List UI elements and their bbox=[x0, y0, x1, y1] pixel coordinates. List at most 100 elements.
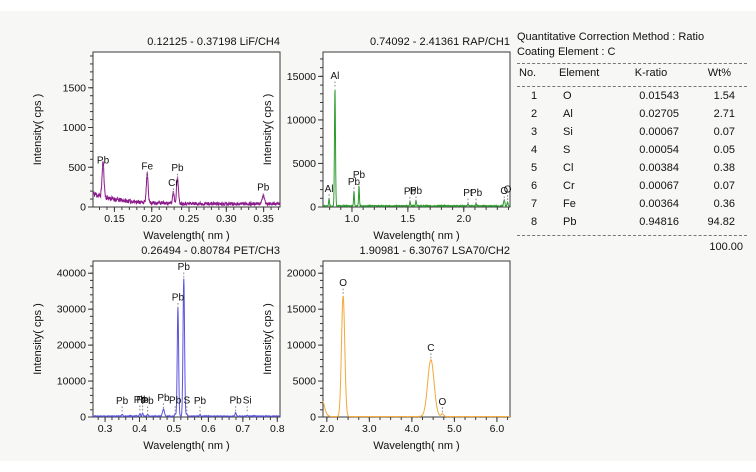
y-tick-label: 1500 bbox=[63, 82, 87, 94]
peak-label-pb: Pb bbox=[178, 262, 191, 273]
x-tick-label: 0.15 bbox=[104, 213, 125, 225]
table-cell: Fe bbox=[563, 198, 576, 210]
x-tick-label: 0.3 bbox=[98, 423, 113, 435]
table-cell: 1 bbox=[530, 90, 538, 102]
y-tick-label: 10000 bbox=[287, 114, 316, 126]
table-cell: Si bbox=[563, 126, 573, 138]
spectrum-curve bbox=[322, 295, 511, 418]
table-cell: Cr bbox=[563, 180, 575, 192]
chart-title: 0.12125 - 0.37198 LiF/CH4 bbox=[147, 36, 280, 48]
quant-table: Quantitative Correction Method : Ratio C… bbox=[517, 30, 747, 255]
peak-label-pb: Pb bbox=[353, 170, 366, 181]
peak-label-pt: Pt bbox=[463, 188, 473, 199]
peak-label-pb: Pb bbox=[137, 395, 150, 406]
chart-rap-ch1: 1.0 1.5 2.0 0 5000 10000 15000 0.74092 - 2.4136… bbox=[260, 28, 519, 245]
chart-title: 1.90981 - 6.30767 LSA70/CH2 bbox=[360, 245, 510, 257]
table-separator bbox=[517, 86, 747, 87]
y-tick-label: 1000 bbox=[63, 122, 87, 134]
chart-title: 0.26494 - 0.80784 PET/CH3 bbox=[141, 245, 280, 257]
peak-label-pb: Pb bbox=[404, 186, 417, 197]
table-cell: 94.82 bbox=[707, 216, 735, 228]
table-cell: S bbox=[563, 144, 571, 156]
coating-element-line: Coating Element : C bbox=[517, 46, 616, 58]
table-cell: 8 bbox=[530, 216, 538, 228]
table-cell: 1.54 bbox=[713, 90, 735, 102]
table-cell: 0.07 bbox=[713, 180, 735, 192]
peak-label-pb: Pb bbox=[157, 393, 170, 404]
peak-label-fe: Fe bbox=[141, 162, 153, 173]
table-cell: 0.00067 bbox=[639, 126, 679, 138]
table-cell: 0.07 bbox=[713, 126, 735, 138]
y-tick-label: 15000 bbox=[287, 304, 316, 316]
peak-label-pb: Pb bbox=[172, 293, 185, 304]
x-tick-label: 0.30 bbox=[216, 213, 237, 225]
y-tick-label: 500 bbox=[68, 162, 86, 174]
y-tick-label: 0 bbox=[310, 412, 316, 424]
x-tick-label: 2.0 bbox=[320, 423, 335, 435]
peak-label-pb: Pb bbox=[171, 163, 184, 174]
column-header-no: No. bbox=[519, 67, 537, 79]
peak-label-o: O bbox=[339, 278, 347, 289]
table-cell: 7 bbox=[530, 198, 538, 210]
table-cell: 0.00384 bbox=[639, 162, 679, 174]
peak-label-pb: Pb bbox=[194, 396, 207, 407]
peak-label-pb: Pb bbox=[97, 156, 110, 167]
x-tick-label: 5.0 bbox=[447, 423, 462, 435]
chart-pet-ch3: 0.3 0.4 0.5 0.6 0.7 0.8 0 10000 20000 30000 40000 0… bbox=[30, 237, 289, 455]
x-tick-label: 1.5 bbox=[401, 213, 416, 225]
column-header-kratio: K-ratio bbox=[634, 67, 668, 79]
x-tick-label: 3.0 bbox=[362, 423, 377, 435]
peak-label-si: Si bbox=[243, 396, 252, 407]
quant-table-body: 1 O 0.01543 1.54 2 Al 0.02705 2.71 3 Si 0.00067 0.0… bbox=[517, 87, 747, 231]
x-tick-label: 4.0 bbox=[405, 423, 420, 435]
x-tick-label: 0.4 bbox=[132, 423, 147, 435]
table-cell: Al bbox=[563, 108, 573, 120]
chart-lif-ch4: 0.15 0.20 0.25 0.30 0.35 0 500 1000 1500 0.12125 … bbox=[30, 28, 289, 245]
table-cell: 0.00067 bbox=[639, 180, 679, 192]
table-cell: 3 bbox=[530, 126, 538, 138]
y-axis-label: Intensity( cps ) bbox=[32, 94, 44, 166]
peak-label-cr: Cr bbox=[168, 178, 179, 189]
peak-label-pb: Pb bbox=[141, 396, 154, 407]
x-tick-label: 1.0 bbox=[345, 213, 360, 225]
table-separator bbox=[517, 63, 747, 64]
y-tick-label: 15000 bbox=[287, 71, 316, 83]
peak-label-pb: Pb bbox=[470, 188, 483, 199]
y-axis-label: Intensity( cps ) bbox=[32, 303, 44, 375]
y-tick-label: 30000 bbox=[57, 304, 86, 316]
table-cell: Pb bbox=[563, 216, 577, 228]
x-tick-label: 0.6 bbox=[201, 423, 216, 435]
x-tick-label: 0.20 bbox=[142, 213, 163, 225]
column-header-element: Element bbox=[559, 67, 600, 79]
table-cell: 0.94816 bbox=[639, 216, 679, 228]
peak-label-pb: Pb bbox=[230, 396, 243, 407]
x-axis-label: Wavelength( nm ) bbox=[373, 440, 459, 452]
table-cell: 0.02705 bbox=[639, 108, 679, 120]
y-tick-label: 40000 bbox=[57, 268, 86, 280]
table-cell: 6 bbox=[530, 180, 538, 192]
table-cell: 2 bbox=[530, 108, 538, 120]
y-tick-label: 10000 bbox=[287, 340, 316, 352]
y-tick-label: 20000 bbox=[287, 268, 316, 280]
table-cell: 4 bbox=[530, 144, 538, 156]
y-tick-label: 5000 bbox=[293, 158, 317, 170]
x-tick-label: 2.0 bbox=[456, 213, 471, 225]
peak-label-pb: Pb bbox=[410, 186, 423, 197]
column-header-wt: Wt% bbox=[707, 67, 731, 79]
plot-frame bbox=[322, 260, 511, 418]
x-tick-label: 0.25 bbox=[179, 213, 200, 225]
x-axis-label: Wavelength( nm ) bbox=[373, 230, 459, 242]
spectrum-curve bbox=[92, 278, 281, 418]
x-tick-label: 0.5 bbox=[167, 423, 182, 435]
chart-svg-1: 1.0 1.5 2.0 0 5000 10000 15000 0.74092 - 2.4136… bbox=[262, 36, 512, 242]
quant-method-line: Quantitative Correction Method : Ratio bbox=[517, 31, 705, 43]
y-axis-label: Intensity( cps ) bbox=[262, 94, 274, 166]
x-axis-label: Wavelength( nm ) bbox=[143, 440, 229, 452]
peak-label-pb: Pb bbox=[116, 396, 129, 407]
y-axis-label: Intensity( cps ) bbox=[262, 303, 274, 375]
plot-frame bbox=[92, 260, 281, 418]
table-cell: 0.38 bbox=[713, 162, 735, 174]
spectrum-curve bbox=[92, 161, 281, 208]
plot-frame bbox=[322, 51, 511, 208]
quant-table-header-row: No. Element K-ratio Wt% bbox=[517, 64, 747, 82]
